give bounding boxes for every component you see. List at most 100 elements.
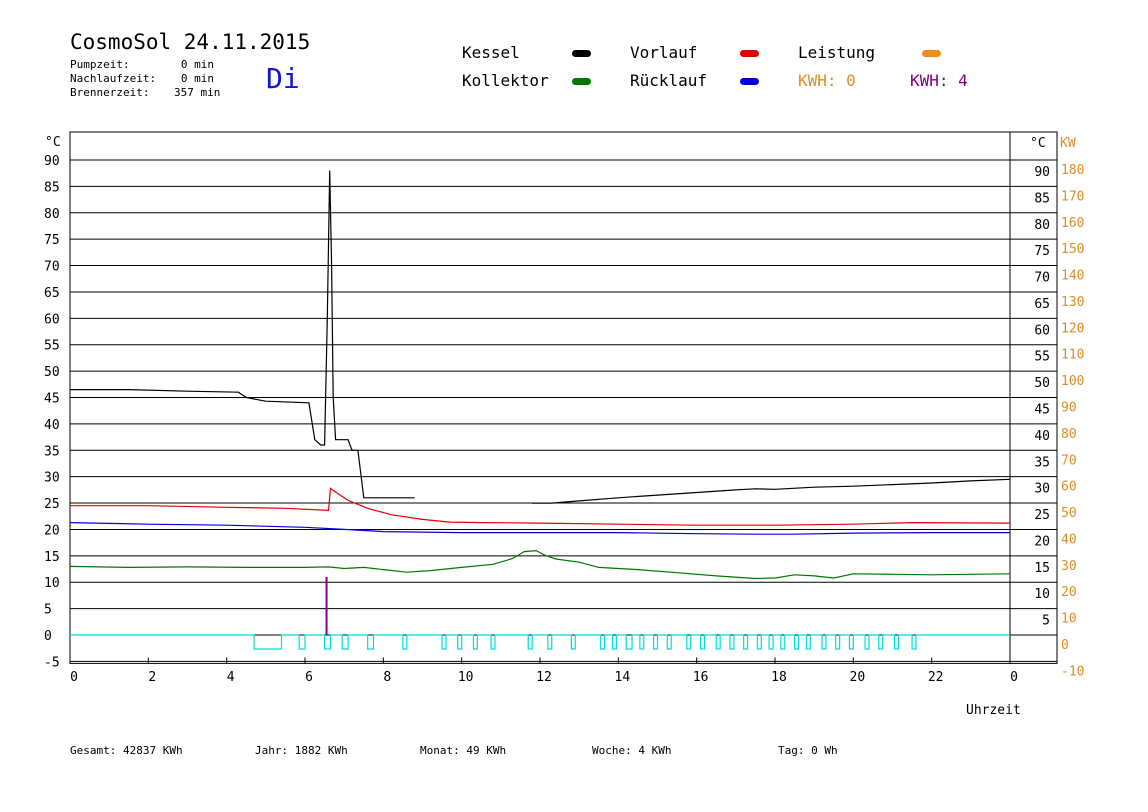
y-tick-label-right: 50 (1034, 376, 1050, 391)
legend-kollektor-swatch (572, 78, 591, 85)
x-tick-label: 22 (928, 670, 944, 685)
y-tick-label-left: 20 (44, 523, 60, 538)
x-tick-label: 16 (693, 670, 709, 685)
y-tick-label-power: 20 (1061, 585, 1077, 600)
x-tick-label: 14 (615, 670, 631, 685)
y-tick-label-left: 35 (44, 444, 60, 459)
y-tick-label-power: 50 (1061, 506, 1077, 521)
y-tick-label-right: 5 (1042, 614, 1050, 629)
x-tick-label: 0 (1010, 670, 1018, 685)
y-tick-label-left: 25 (44, 497, 60, 512)
y-tick-label-right: 60 (1034, 323, 1050, 338)
left-axis-unit: °C (45, 135, 61, 150)
legend-ruecklauf-swatch (740, 78, 759, 85)
y-tick-label-power: 60 (1061, 480, 1077, 495)
y-tick-label-left: 0 (44, 629, 52, 644)
x-tick-label: 20 (850, 670, 866, 685)
series-ruecklauf (69, 522, 1010, 535)
footer-jahr: Jahr: 1882 KWh (255, 744, 348, 757)
y-tick-label-left: 50 (44, 365, 60, 380)
x-tick-label: 8 (383, 670, 391, 685)
legend-leistung-label: Leistung (798, 43, 876, 62)
x-tick-label: 18 (771, 670, 787, 685)
legend-leistung-swatch (922, 50, 941, 57)
chart-title: CosmoSol 24.11.2015 (70, 30, 311, 54)
y-tick-label-power: 110 (1061, 348, 1084, 363)
legend-kessel-swatch (572, 50, 591, 57)
y-tick-label-right: 45 (1034, 403, 1050, 418)
y-tick-label-power: 10 (1061, 612, 1077, 627)
y-tick-label-power: 150 (1061, 242, 1084, 257)
y-tick-label-left: 65 (44, 286, 60, 301)
x-tick-label: 10 (458, 670, 474, 685)
y-tick-label-power: 30 (1061, 559, 1077, 574)
y-tick-label-left: 15 (44, 550, 60, 565)
y-tick-label-left: 80 (44, 207, 60, 222)
series-vorlauf (70, 487, 1011, 526)
y-tick-label-left: 40 (44, 418, 60, 433)
y-tick-label-right: 25 (1034, 508, 1050, 523)
y-tick-label-left: 45 (44, 392, 60, 407)
legend-ruecklauf-label: Rücklauf (630, 71, 708, 90)
y-tick-label-right: 85 (1034, 191, 1050, 206)
y-tick-label-power: 100 (1061, 374, 1084, 389)
series-kollektor (69, 549, 1011, 580)
legend-kwh-day: KWH: 4 (910, 71, 968, 90)
x-tick-label: 0 (70, 670, 78, 685)
series-kessel (532, 478, 1011, 504)
y-tick-label-right: 30 (1034, 482, 1050, 497)
y-tick-label-right: 90 (1034, 165, 1050, 180)
y-tick-label-left: 90 (44, 154, 60, 169)
series-pumpe (70, 634, 1010, 650)
y-tick-label-power: 140 (1061, 269, 1084, 284)
y-tick-label-left: 60 (44, 312, 60, 327)
x-tick-label: 12 (536, 670, 552, 685)
y-tick-label-right: 80 (1034, 218, 1050, 233)
y-tick-label-right: 70 (1034, 271, 1050, 286)
legend-kollektor-label: Kollektor (462, 71, 549, 90)
y-tick-label-power: 170 (1061, 189, 1084, 204)
y-tick-label-power: 80 (1061, 427, 1077, 442)
y-tick-label-power: 160 (1061, 216, 1084, 231)
y-tick-label-left: 5 (44, 603, 52, 618)
footer-tag: Tag: 0 Wh (778, 744, 838, 757)
power-axis-unit: KW (1060, 136, 1076, 151)
y-tick-label-power: 40 (1061, 532, 1077, 547)
footer-monat: Monat: 49 KWh (420, 744, 507, 757)
weekday-label: Di (266, 62, 300, 95)
y-tick-label-right: 75 (1034, 244, 1050, 259)
y-tick-label-power: 180 (1061, 163, 1084, 178)
legend-vorlauf-swatch (740, 50, 759, 57)
y-tick-label-power: 90 (1061, 401, 1077, 416)
y-tick-label-left: 55 (44, 339, 60, 354)
x-axis-label: Uhrzeit (966, 703, 1021, 718)
y-tick-label-right: 20 (1034, 534, 1050, 549)
series-kessel (70, 170, 415, 499)
x-tick-label: 4 (227, 670, 235, 685)
y-tick-label-power: 0 (1061, 638, 1069, 653)
y-tick-label-right: 10 (1034, 587, 1050, 602)
x-tick-label: 2 (148, 670, 156, 685)
footer-gesamt: Gesamt: 42837 KWh (70, 744, 183, 757)
stat-nachlaufzeit: Nachlaufzeit: 0 min (70, 72, 214, 85)
footer-woche: Woche: 4 KWh (592, 744, 672, 757)
right-axis-unit: °C (1030, 136, 1046, 151)
x-tick-label: 6 (305, 670, 313, 685)
runtime-stats: Pumpzeit: 0 min Nachlaufzeit: 0 min Brenne… (70, 58, 220, 100)
y-tick-label-right: 35 (1034, 455, 1050, 470)
y-tick-label-power: -10 (1061, 664, 1084, 679)
y-tick-label-right: 40 (1034, 429, 1050, 444)
y-tick-label-left: 85 (44, 180, 60, 195)
legend-kessel-label: Kessel (462, 43, 520, 62)
y-tick-label-power: 70 (1061, 453, 1077, 468)
y-tick-label-right: 15 (1034, 561, 1050, 576)
y-tick-label-right: 55 (1034, 350, 1050, 365)
y-tick-label-left: 30 (44, 471, 60, 486)
y-tick-label-left: 75 (44, 233, 60, 248)
y-tick-label-right: 65 (1034, 297, 1050, 312)
stat-pumpzeit: Pumpzeit: 0 min (70, 58, 214, 71)
legend-kwh-total: KWH: 0 (798, 71, 856, 90)
y-tick-label-left: -5 (44, 655, 60, 670)
y-tick-label-left: 10 (44, 576, 60, 591)
